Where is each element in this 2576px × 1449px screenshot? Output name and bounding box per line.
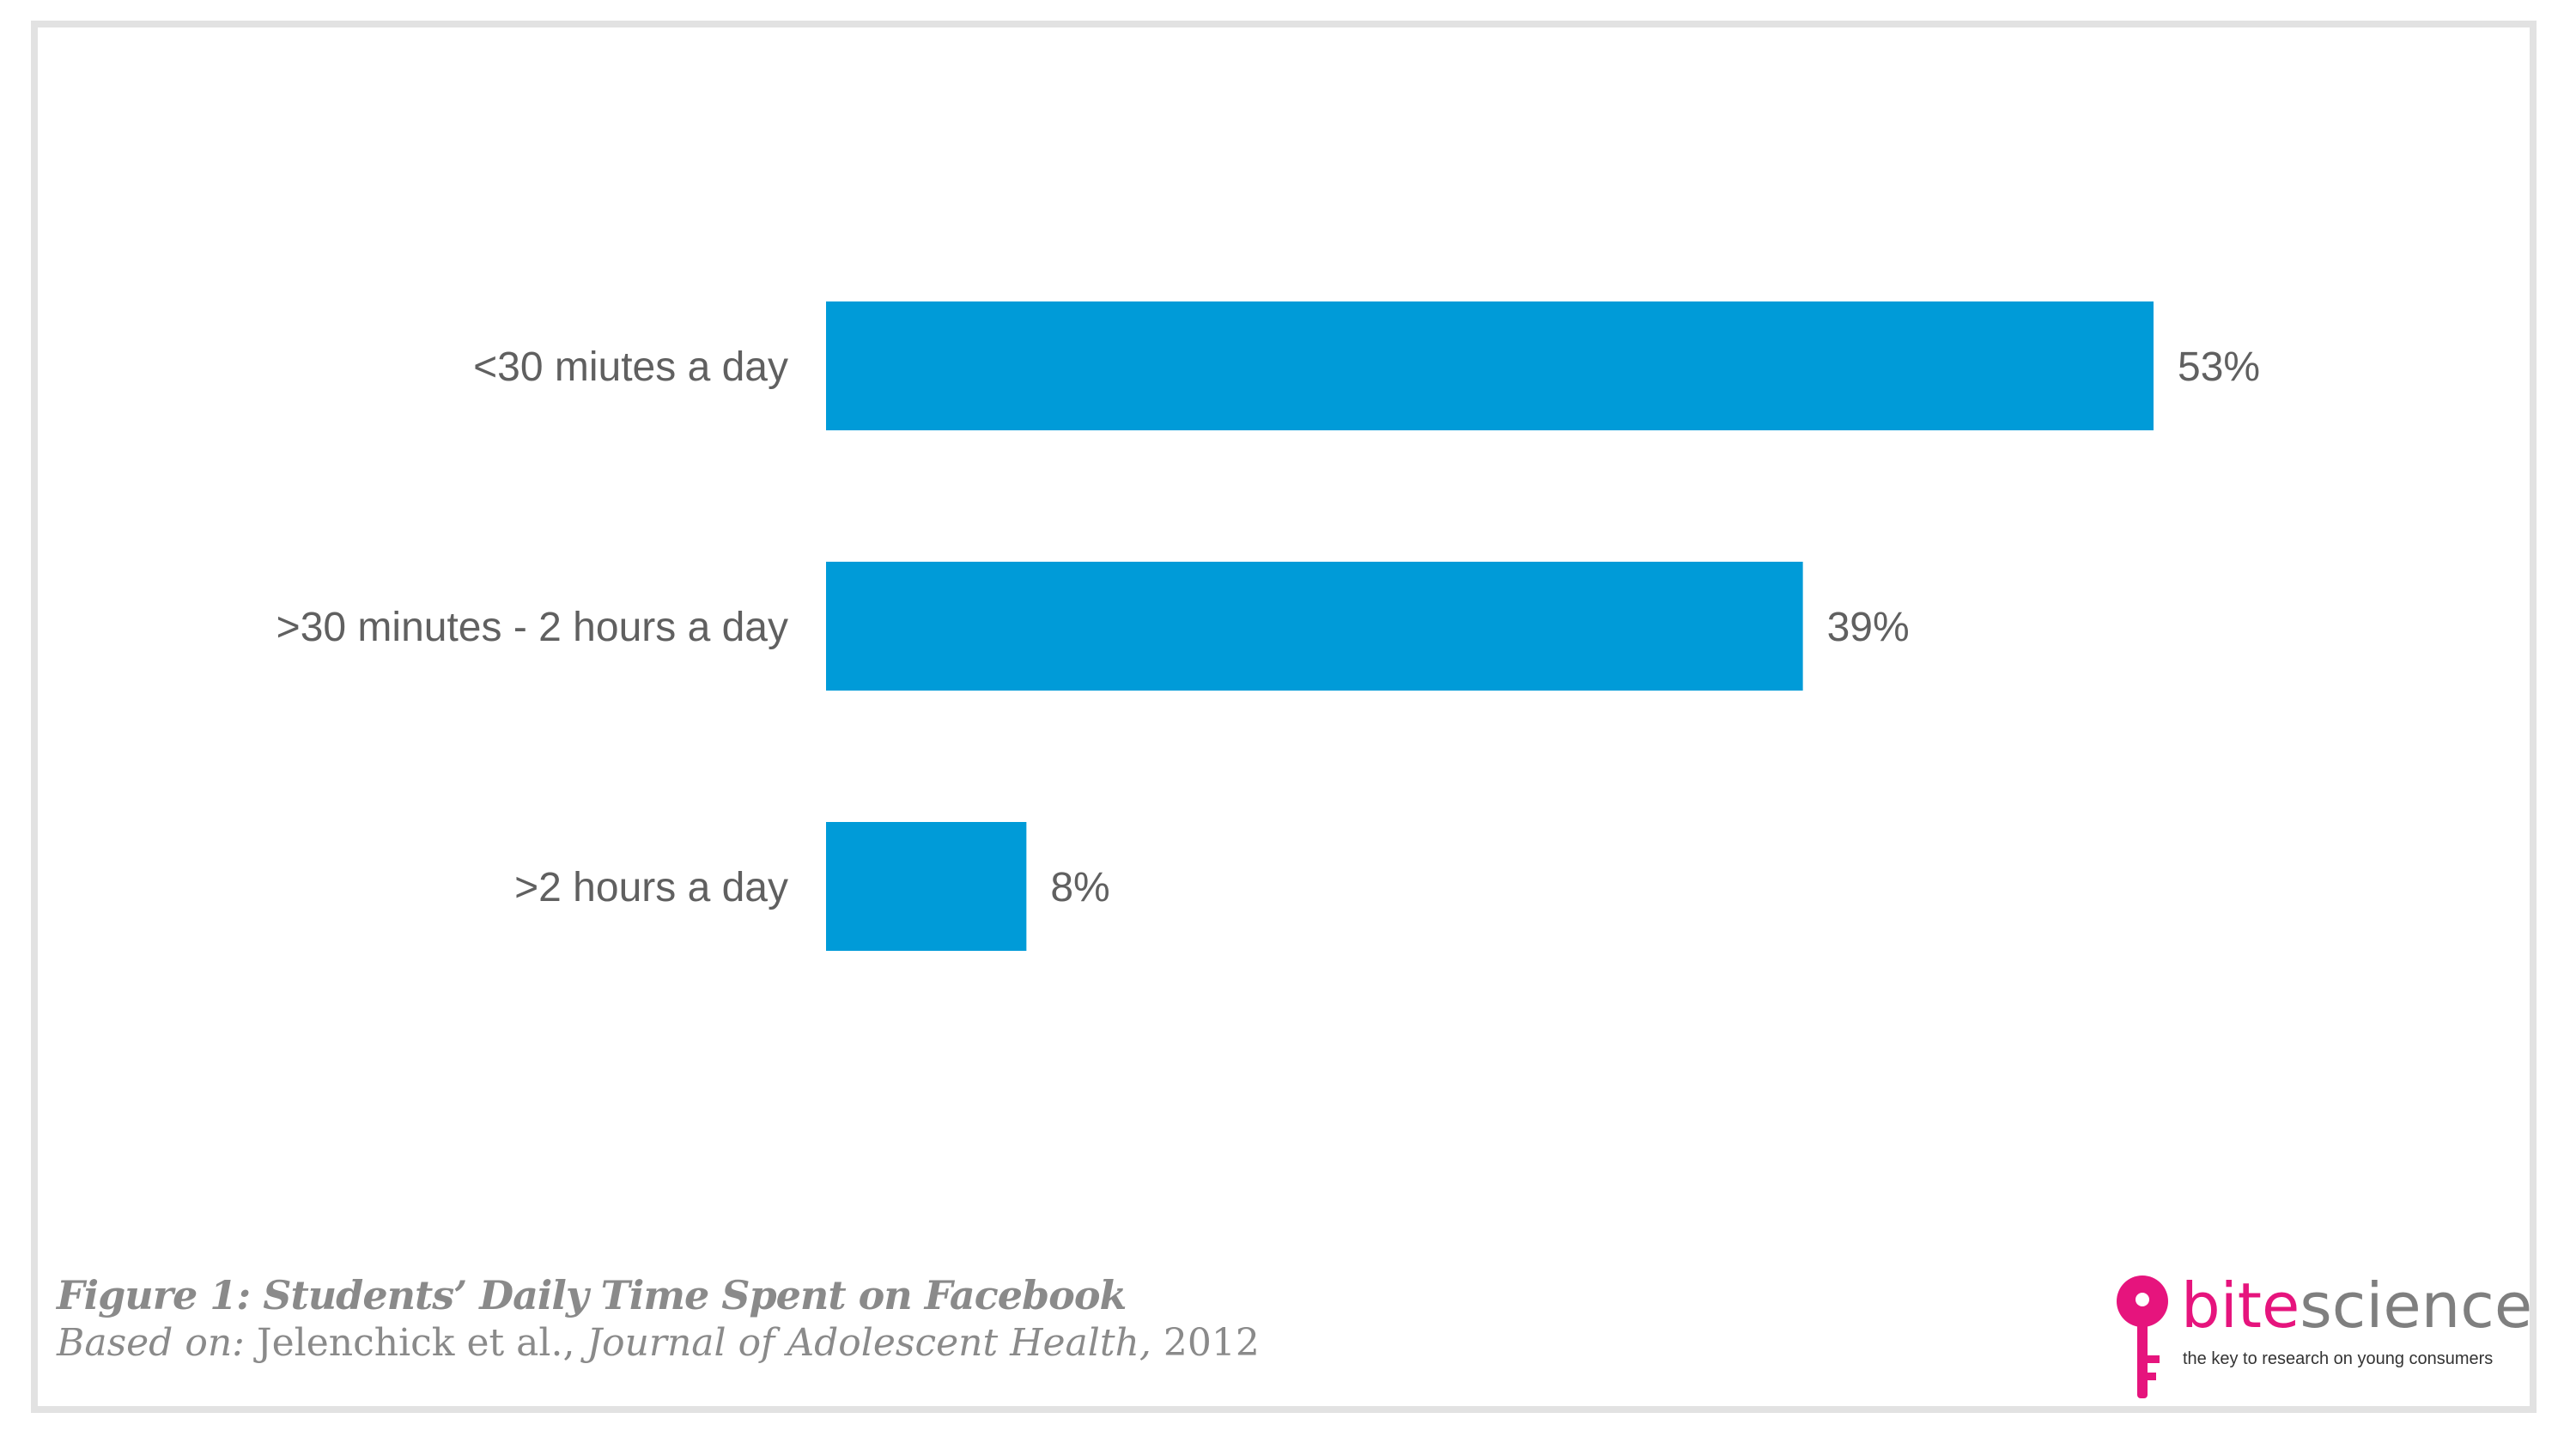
logo-science: science	[2300, 1269, 2533, 1342]
source-journal: Journal of Adolescent Health,	[586, 1321, 1151, 1365]
bar-1	[826, 301, 2154, 430]
source-year: 2012	[1151, 1321, 1260, 1365]
key-icon	[2117, 1275, 2168, 1398]
bar-2	[826, 562, 1803, 691]
chart-frame	[31, 21, 2537, 1413]
figure-source: Based on: Jelenchick et al., Journal of …	[57, 1319, 1260, 1367]
category-label-1: <30 miutes a day	[473, 344, 788, 390]
value-label-3: 8%	[1050, 865, 1109, 910]
value-label-2: 39%	[1827, 605, 1910, 650]
bitescience-logo: bitescience the key to research on young…	[2112, 1267, 2532, 1404]
category-label-3: >2 hours a day	[514, 865, 788, 910]
value-label-1: 53%	[2178, 344, 2260, 390]
logo-bite: bite	[2181, 1269, 2300, 1342]
category-label-2: >30 minutes - 2 hours a day	[276, 605, 788, 650]
figure-title: Figure 1: Students’ Daily Time Spent on …	[57, 1272, 1127, 1318]
bar-3	[826, 822, 1027, 951]
source-authors: Jelenchick et al.,	[245, 1321, 587, 1365]
figure-caption: Figure 1: Students’ Daily Time Spent on …	[57, 1271, 1260, 1367]
logo-tagline: the key to research on young consumers	[2183, 1349, 2494, 1368]
logo-wordmark: bitescience	[2181, 1267, 2532, 1344]
based-on-label: Based on:	[57, 1321, 245, 1365]
